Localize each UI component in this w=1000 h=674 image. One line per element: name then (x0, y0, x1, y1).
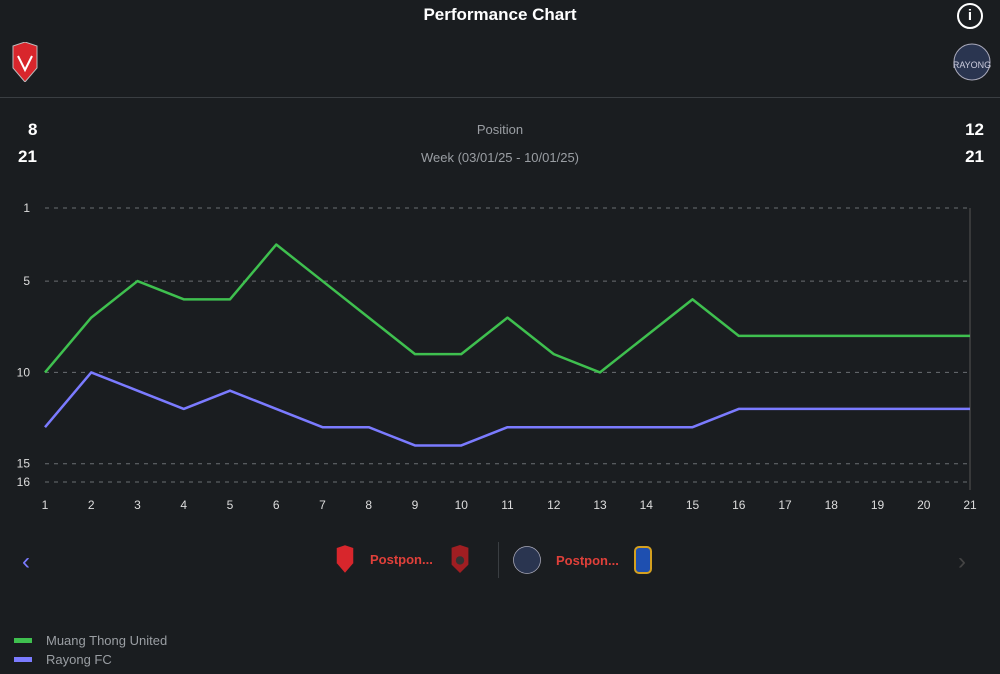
x-tick-label: 18 (825, 498, 839, 512)
away-match[interactable]: Postpon... (512, 545, 653, 575)
prev-arrow-icon[interactable]: ‹ (22, 548, 30, 575)
x-tick-label: 10 (455, 498, 469, 512)
legend-home: Muang Thong United (14, 633, 167, 648)
x-tick-label: 21 (963, 498, 977, 512)
week-label: Week (03/01/25 - 10/01/25) (420, 150, 580, 165)
series-line-1 (44, 371, 970, 447)
y-tick-label: 5 (23, 274, 30, 288)
x-tick-label: 19 (871, 498, 885, 512)
x-tick-label: 4 (180, 498, 187, 512)
x-tick-label: 8 (365, 498, 372, 512)
legend-label: Rayong FC (46, 652, 112, 667)
home-team-crest (12, 42, 38, 82)
home-match[interactable]: Postpon... (334, 545, 473, 573)
position-label: Position (476, 122, 524, 137)
home-team-crest-small (336, 545, 354, 573)
x-tick-label: 6 (273, 498, 280, 512)
y-tick-label: 15 (17, 457, 31, 471)
x-tick-label: 16 (732, 498, 746, 512)
svg-text:RAYONG: RAYONG (953, 60, 991, 70)
away-team-crest-small (513, 546, 541, 574)
legend-label: Muang Thong United (46, 633, 168, 648)
x-tick-label: 11 (501, 498, 514, 512)
x-tick-label: 20 (917, 498, 931, 512)
divider (0, 97, 1000, 98)
info-icon[interactable]: i (957, 3, 983, 29)
away-week: 21 (965, 147, 984, 166)
away-position: 12 (965, 120, 984, 139)
y-tick-label: 10 (17, 365, 31, 379)
x-tick-label: 3 (134, 498, 141, 512)
x-tick-label: 13 (593, 498, 607, 512)
legend-swatch (14, 657, 32, 662)
x-tick-label: 2 (88, 498, 95, 512)
opponent-crest (451, 545, 469, 573)
x-tick-label: 17 (778, 498, 792, 512)
home-position: 8 (28, 120, 38, 139)
x-tick-label: 9 (412, 498, 419, 512)
x-tick-label: 12 (547, 498, 561, 512)
legend-away: Rayong FC (14, 652, 112, 667)
opponent-crest (633, 546, 652, 574)
y-tick-label: 16 (17, 475, 31, 489)
next-arrow-icon[interactable]: › (958, 548, 966, 575)
match-divider (498, 542, 499, 578)
series-line-0 (44, 243, 970, 374)
y-tick-label: 1 (23, 201, 30, 215)
away-team-crest: RAYONG (953, 43, 991, 81)
match-status: Postpon... (370, 551, 433, 567)
match-status: Postpon... (556, 552, 619, 568)
page-title: Performance Chart (423, 5, 577, 24)
legend-swatch (14, 638, 32, 643)
x-tick-label: 15 (686, 498, 700, 512)
x-tick-label: 5 (227, 498, 234, 512)
x-tick-label: 1 (42, 498, 49, 512)
x-tick-label: 7 (319, 498, 326, 512)
x-tick-label: 14 (640, 498, 654, 512)
home-week: 21 (18, 147, 37, 166)
